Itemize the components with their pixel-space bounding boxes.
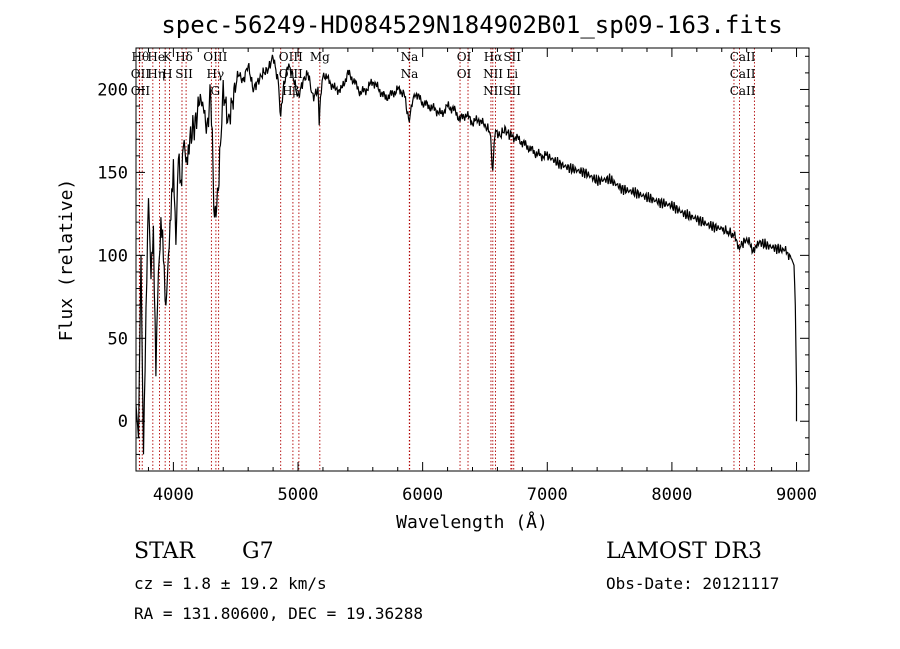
redshift-readout: cz = 1.8 ± 19.2 km/s bbox=[134, 574, 327, 593]
plot-frame bbox=[135, 47, 810, 472]
spectral-line-label: OIII bbox=[203, 50, 227, 64]
spectral-line-label: Hα bbox=[484, 50, 503, 64]
spectral-line-label: Mg bbox=[310, 50, 330, 64]
spectral-line-label: Na bbox=[401, 50, 419, 64]
x-tick-label: 8000 bbox=[651, 485, 692, 505]
spectral-line-label: H bbox=[162, 67, 172, 81]
object-type: STAR bbox=[134, 539, 196, 564]
x-tick-label: 7000 bbox=[527, 485, 568, 505]
spectral-line-label: NII bbox=[483, 84, 503, 98]
spectral-line-label: G bbox=[211, 84, 221, 98]
y-axis-ticks: 0 50 100 150 200 bbox=[97, 55, 809, 455]
x-tick-label: 5000 bbox=[278, 485, 319, 505]
spectral-line-label: SII bbox=[503, 84, 521, 98]
spectral-line-label: OII bbox=[131, 84, 151, 98]
spectral-line-label: Li bbox=[506, 67, 518, 81]
x-axis-label: Wavelength (Å) bbox=[396, 511, 548, 533]
y-tick-label: 0 bbox=[118, 412, 128, 432]
x-tick-label: 6000 bbox=[402, 485, 443, 505]
spectral-line-label: Na bbox=[401, 67, 419, 81]
spectral-line-label: CaII bbox=[730, 67, 756, 81]
spectral-line-label: CaII bbox=[730, 84, 756, 98]
spectral-line-label: NII bbox=[483, 67, 503, 81]
x-axis-ticks: 4000 5000 6000 7000 8000 9000 bbox=[147, 48, 817, 505]
spectral-line-label: Hδ bbox=[175, 50, 193, 64]
spectral-line-label: CaII bbox=[730, 50, 756, 64]
survey-name: LAMOST DR3 bbox=[606, 539, 762, 564]
coordinates-readout: RA = 131.80600, DEC = 19.36288 bbox=[134, 604, 423, 623]
spectrum-series-line bbox=[135, 54, 798, 455]
y-tick-label: 150 bbox=[97, 163, 128, 183]
spectral-line-label: K bbox=[163, 50, 173, 64]
spectral-line-label: Hη bbox=[147, 67, 165, 81]
y-tick-label: 50 bbox=[108, 329, 128, 349]
spectral-line-markers bbox=[138, 48, 755, 471]
spectral-line-label: SII bbox=[503, 50, 521, 64]
observation-date: Obs-Date: 20121117 bbox=[606, 574, 779, 593]
chart-title: spec-56249-HD084529N184902B01_sp09-163.f… bbox=[161, 11, 782, 39]
spectral-line-label: OIII bbox=[279, 50, 303, 64]
x-tick-label: 9000 bbox=[776, 485, 817, 505]
spectral-subclass: G7 bbox=[242, 539, 274, 564]
spectral-line-label: Hγ bbox=[206, 67, 224, 81]
x-tick-label: 4000 bbox=[153, 485, 194, 505]
y-axis-label: Flux (relative) bbox=[56, 179, 77, 342]
y-tick-label: 200 bbox=[97, 80, 128, 100]
spectral-line-label: SII bbox=[175, 67, 193, 81]
y-tick-label: 100 bbox=[97, 246, 128, 266]
spectral-line-label: OI bbox=[457, 50, 472, 64]
spectral-line-label: OI bbox=[457, 67, 472, 81]
spectral-line-label: He bbox=[147, 50, 165, 64]
